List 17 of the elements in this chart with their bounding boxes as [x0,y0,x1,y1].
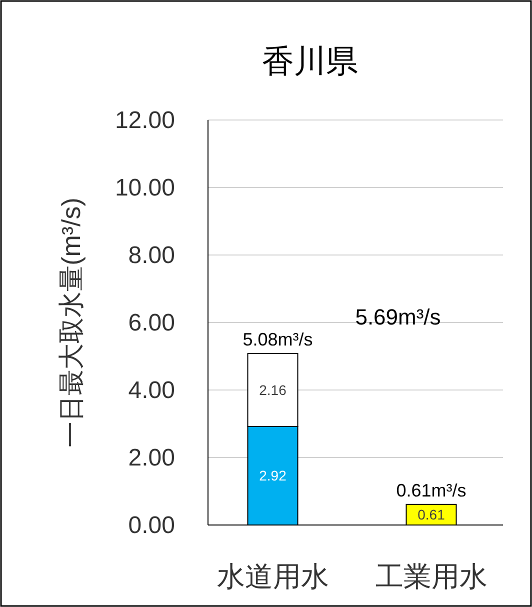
y-tick-label: 12.00 [114,107,175,134]
y-tick-label: 8.00 [128,242,175,269]
y-tick-label: 4.00 [128,377,175,404]
y-tick-label: 0.00 [128,512,175,539]
total-label: 5.08m³/s [242,330,313,350]
annotation: 5.69m³/s [355,304,441,330]
data-label: 2.16 [259,382,287,398]
total-label: 0.61m³/s [396,480,466,500]
data-label: 0.61 [418,506,446,523]
data-label: 2.92 [259,468,287,484]
x-tick-label: 工業用水 [375,561,488,592]
y-tick-label: 6.00 [128,310,175,336]
y-tick-label: 10.00 [114,174,175,202]
y-tick-label: 2.00 [128,444,175,472]
x-tick-label: 水道用水 [216,561,329,592]
title: 香川県 [262,43,358,79]
y-axis-title: 一日最大取水量(m³/s) [56,198,86,448]
